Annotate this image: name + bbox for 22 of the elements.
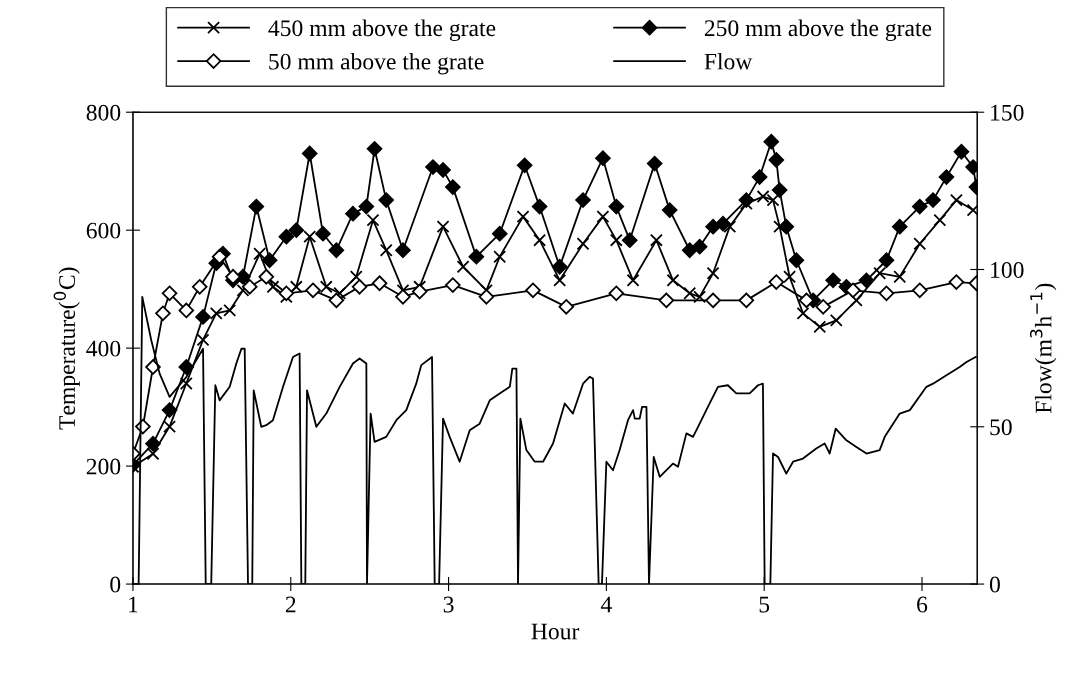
x-tick-label: 2 [285, 596, 296, 613]
y2-tick-label: 0 [989, 576, 1000, 593]
legend-label: 50 mm above the grate [269, 52, 484, 75]
x-tick-label: 4 [600, 596, 612, 613]
legend-label: Flow [704, 52, 753, 70]
y-tick-label: 0 [110, 576, 121, 593]
legend-label: 450 mm above the grate [268, 19, 496, 42]
y-axis-title: Temperature($^{0}$C) [53, 267, 80, 430]
y2-tick-label: 100 [991, 261, 1024, 278]
x-axis-title: Hour [531, 623, 580, 640]
y2-axis-title: Flow(m$^{3}$h$^{−1}$) [1030, 283, 1057, 414]
y-tick-label: 400 [86, 340, 121, 357]
y2-tick-label: 150 [991, 104, 1024, 121]
y2-tick-label: 50 [990, 419, 1012, 436]
x-tick-label: 3 [443, 596, 454, 613]
x-tick-label: 1 [129, 596, 138, 613]
y-tick-label: 800 [86, 104, 121, 121]
legend-label: 250 mm above the grate [704, 19, 932, 42]
y-tick-label: 200 [86, 458, 121, 475]
x-tick-label: 6 [917, 596, 928, 613]
x-tick-label: 5 [759, 596, 770, 613]
y-tick-label: 600 [86, 222, 121, 239]
